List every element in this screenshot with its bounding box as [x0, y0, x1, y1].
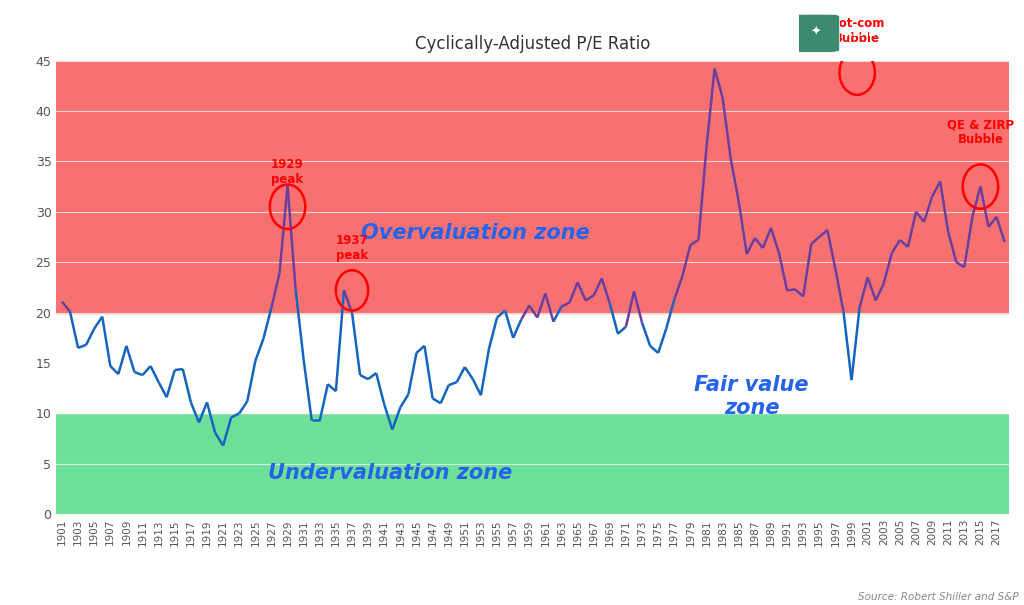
Text: 1937
peak: 1937 peak — [336, 234, 369, 262]
Text: QE & ZIRP
Bubble: QE & ZIRP Bubble — [947, 118, 1014, 146]
Text: Fair value
zone: Fair value zone — [694, 374, 809, 418]
Text: Dot-com
Bubble: Dot-com Bubble — [829, 18, 885, 45]
Title: Cyclically-Adjusted P/E Ratio: Cyclically-Adjusted P/E Ratio — [415, 35, 650, 53]
Text: REAL INVESTMENT ADVICE: REAL INVESTMENT ADVICE — [846, 28, 1001, 38]
Bar — [56, 413, 1009, 514]
Text: 1929
peak: 1929 peak — [271, 157, 304, 186]
Text: Source: Robert Shiller and S&P: Source: Robert Shiller and S&P — [858, 592, 1019, 602]
FancyBboxPatch shape — [793, 14, 840, 53]
Text: Undervaluation zone: Undervaluation zone — [267, 463, 512, 483]
Bar — [56, 60, 1009, 313]
Text: ✦: ✦ — [811, 26, 821, 39]
Bar — [56, 313, 1009, 413]
Text: Overvaluation zone: Overvaluation zone — [361, 223, 590, 243]
